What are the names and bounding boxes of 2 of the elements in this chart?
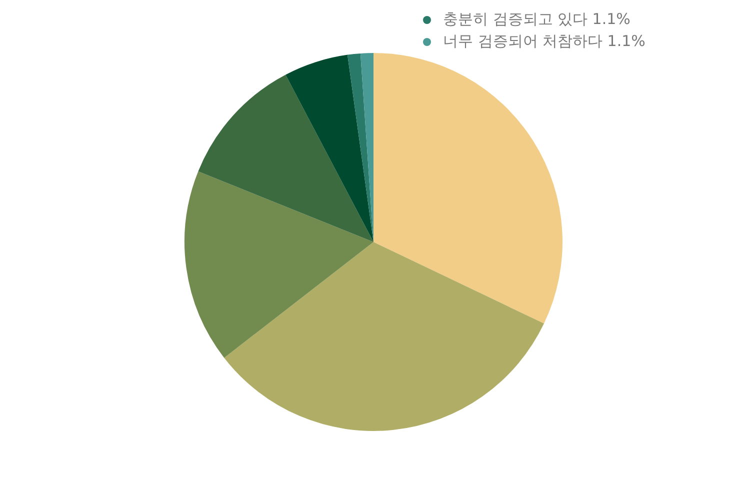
legend-label: 충분히 검증되고 있다 1.1% <box>443 10 630 28</box>
legend-label: 너무 검증되어 처참하다 1.1% <box>443 32 646 50</box>
